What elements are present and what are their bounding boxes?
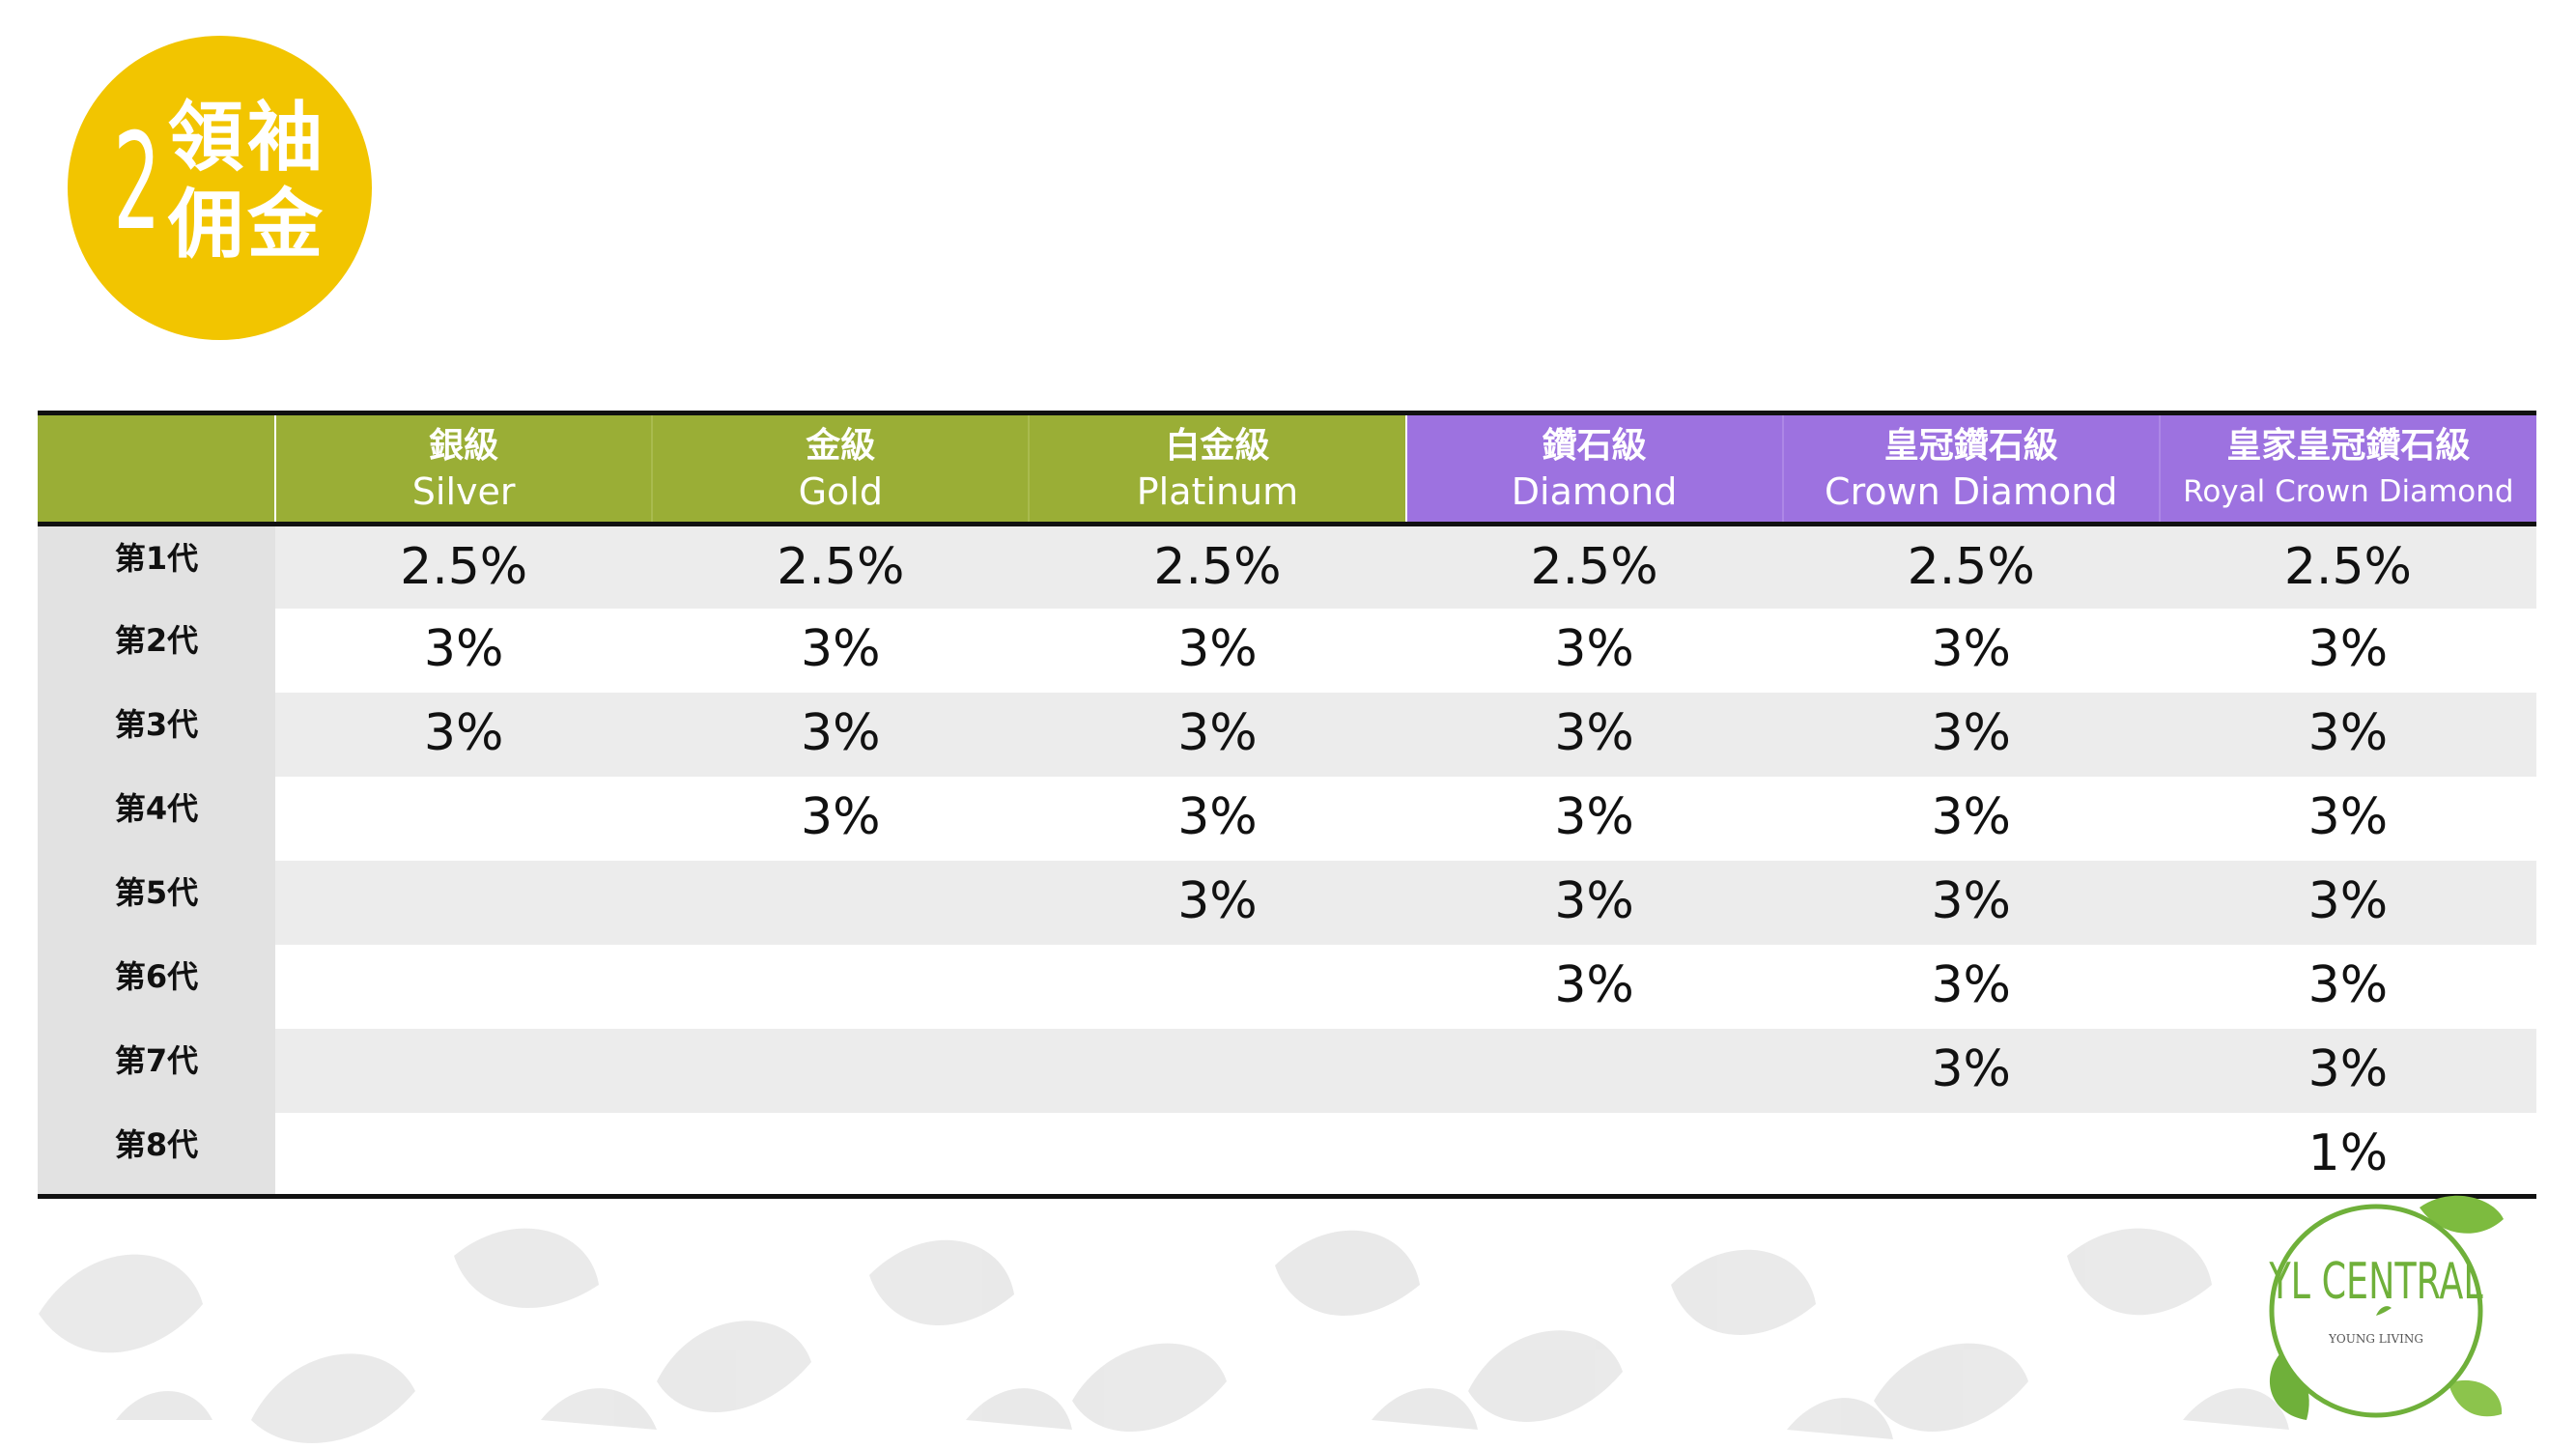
header-crown-diamond: 皇冠鑽石級 Crown Diamond	[1781, 411, 2160, 526]
header-platinum: 白金級 Platinum	[1028, 411, 1406, 526]
header-silver: 銀級 Silver	[274, 411, 653, 526]
table-cell: 3%	[1782, 692, 2160, 777]
table-cell	[652, 860, 1030, 945]
header-en: Platinum	[1136, 470, 1299, 513]
generation-label: 第8代	[38, 1112, 276, 1199]
table-cell	[1782, 1112, 2160, 1199]
table-cell: 2.5%	[652, 524, 1030, 609]
table-cell: 3%	[1782, 944, 2160, 1029]
header-zh: 皇家皇冠鑽石級	[2226, 426, 2471, 466]
section-badge: 2 領袖 佣金	[68, 36, 372, 340]
table-cell	[1405, 1112, 1783, 1199]
header-en: Royal Crown Diamond	[2183, 474, 2514, 509]
table-cell: 3%	[275, 608, 653, 693]
commission-table: 銀級 Silver 金級 Gold 白金級 Platinum 鑽石級 Diamo…	[38, 411, 2536, 1199]
table-row: 第2代 3% 3% 3% 3% 3% 3%	[38, 608, 2536, 693]
table-row: 第4代 3% 3% 3% 3% 3%	[38, 776, 2536, 861]
table-cell: 3%	[652, 692, 1030, 777]
table-cell	[652, 944, 1030, 1029]
generation-label: 第6代	[38, 944, 276, 1029]
table-row: 第5代 3% 3% 3% 3%	[38, 860, 2536, 945]
table-cell	[652, 1112, 1030, 1199]
table-cell: 3%	[1405, 776, 1783, 861]
commission-table-wrapper: 銀級 Silver 金級 Gold 白金級 Platinum 鑽石級 Diamo…	[38, 411, 2536, 1199]
generation-label: 第4代	[38, 776, 276, 861]
table-cell: 3%	[652, 608, 1030, 693]
table-cell: 3%	[275, 692, 653, 777]
table-cell: 2.5%	[2159, 524, 2536, 609]
table-cell: 3%	[2159, 944, 2536, 1029]
header-en: Gold	[798, 470, 883, 513]
section-title-line1: 領袖	[168, 95, 327, 182]
table-cell: 3%	[1782, 860, 2160, 945]
table-cell: 3%	[1405, 608, 1783, 693]
header-gold: 金級 Gold	[651, 411, 1030, 526]
table-cell: 3%	[1782, 1028, 2160, 1113]
table-cell: 2.5%	[1405, 524, 1783, 609]
section-number: 2	[113, 104, 161, 260]
section-title-line2: 佣金	[168, 182, 327, 269]
header-zh: 白金級	[1165, 426, 1270, 466]
table-cell: 3%	[1029, 776, 1406, 861]
header-en: Silver	[411, 470, 516, 513]
header-zh: 金級	[806, 426, 876, 466]
logo-name: YL CENTRAL	[2269, 1252, 2484, 1310]
table-cell: 3%	[2159, 692, 2536, 777]
table-cell	[1029, 944, 1406, 1029]
leaf-pattern-background	[39, 1228, 2289, 1443]
table-cell: 3%	[1782, 776, 2160, 861]
table-cell: 3%	[2159, 860, 2536, 945]
table-cell: 2.5%	[1782, 524, 2160, 609]
generation-label: 第7代	[38, 1028, 276, 1113]
logo-sub: YOUNG LIVING	[2328, 1332, 2423, 1346]
generation-label: 第5代	[38, 860, 276, 945]
header-diamond: 鑽石級 Diamond	[1404, 411, 1783, 526]
table-cell	[1029, 1028, 1406, 1113]
table-cell: 3%	[652, 776, 1030, 861]
table-cell	[275, 776, 653, 861]
header-corner-cell	[38, 411, 276, 526]
generation-label: 第2代	[38, 608, 276, 693]
table-row: 第8代 1%	[38, 1112, 2536, 1199]
table-cell	[1405, 1028, 1783, 1113]
table-header-row: 銀級 Silver 金級 Gold 白金級 Platinum 鑽石級 Diamo…	[38, 411, 2536, 526]
header-royal-crown-diamond: 皇家皇冠鑽石級 Royal Crown Diamond	[2158, 411, 2536, 526]
table-cell: 1%	[2159, 1112, 2536, 1199]
generation-label: 第3代	[38, 692, 276, 777]
yl-central-logo: YL CENTRAL YOUNG LIVING	[2269, 1195, 2504, 1420]
table-row: 第7代 3% 3%	[38, 1028, 2536, 1113]
table-cell: 3%	[1405, 692, 1783, 777]
table-cell	[275, 944, 653, 1029]
table-cell: 3%	[2159, 608, 2536, 693]
table-cell	[275, 1112, 653, 1199]
table-cell: 3%	[1029, 692, 1406, 777]
header-zh: 銀級	[429, 426, 499, 466]
table-cell: 3%	[1029, 860, 1406, 945]
table-row: 第3代 3% 3% 3% 3% 3% 3%	[38, 692, 2536, 777]
table-cell: 3%	[1029, 608, 1406, 693]
table-cell	[1029, 1112, 1406, 1199]
table-cell: 2.5%	[275, 524, 653, 609]
table-cell	[652, 1028, 1030, 1113]
table-cell: 3%	[2159, 776, 2536, 861]
header-zh: 鑽石級	[1542, 426, 1647, 466]
generation-label: 第1代	[38, 524, 276, 609]
table-cell	[275, 860, 653, 945]
table-cell	[275, 1028, 653, 1113]
table-cell: 3%	[1405, 944, 1783, 1029]
header-en: Diamond	[1511, 470, 1678, 513]
header-zh: 皇冠鑽石級	[1883, 426, 2058, 466]
table-cell: 3%	[1405, 860, 1783, 945]
table-cell: 3%	[2159, 1028, 2536, 1113]
table-row: 第1代 2.5% 2.5% 2.5% 2.5% 2.5% 2.5%	[38, 524, 2536, 609]
header-en: Crown Diamond	[1825, 470, 2118, 513]
table-cell: 3%	[1782, 608, 2160, 693]
table-cell: 2.5%	[1029, 524, 1406, 609]
table-row: 第6代 3% 3% 3%	[38, 944, 2536, 1029]
